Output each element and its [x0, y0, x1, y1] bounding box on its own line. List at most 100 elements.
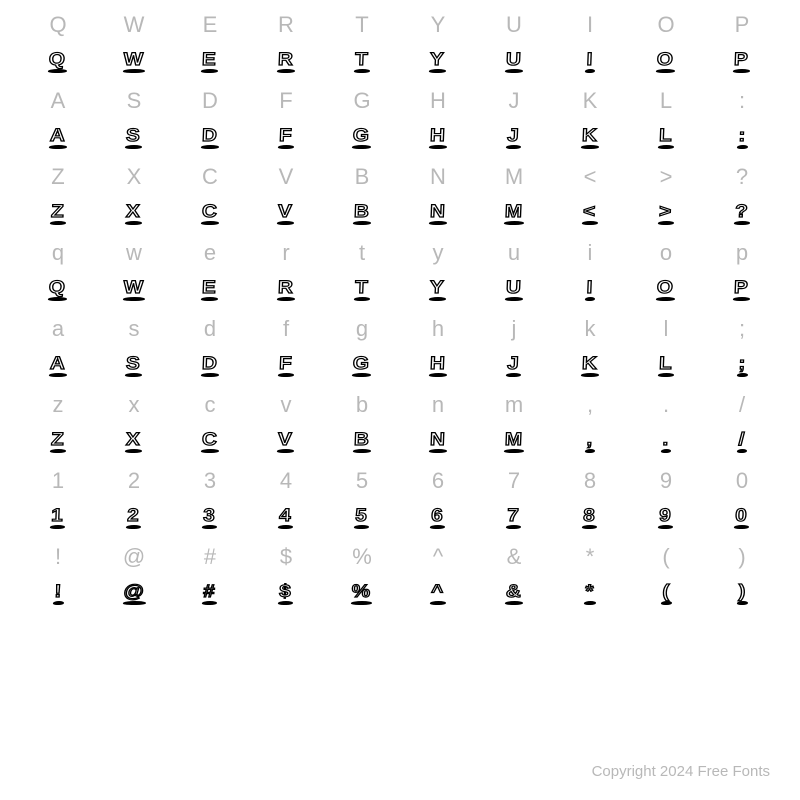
- glyph-letter: H: [430, 125, 447, 146]
- reference-character: i: [588, 238, 593, 268]
- reference-character: m: [505, 390, 523, 420]
- reference-character: l: [664, 314, 669, 344]
- char-cell: DD: [172, 86, 248, 162]
- glyph-letter: E: [202, 277, 218, 298]
- reference-character: 8: [584, 466, 596, 496]
- char-cell: MM: [476, 162, 552, 238]
- char-cell: 99: [628, 466, 704, 542]
- reference-character: I: [587, 10, 593, 40]
- glyph-sample: >: [660, 192, 672, 230]
- glyph-sample: R: [279, 268, 293, 306]
- glyph-sample: B: [355, 192, 369, 230]
- char-cell: kK: [552, 314, 628, 390]
- char-cell: XX: [96, 162, 172, 238]
- char-cell: sS: [96, 314, 172, 390]
- glyph-sample: M: [506, 420, 522, 458]
- reference-character: G: [353, 86, 370, 116]
- glyph-letter: P: [734, 277, 750, 298]
- glyph-letter: J: [507, 125, 521, 146]
- glyph-letter: %: [352, 581, 372, 602]
- reference-character: 2: [128, 466, 140, 496]
- reference-character: C: [202, 162, 218, 192]
- glyph-letter: D: [202, 353, 219, 374]
- glyph-sample: Q: [50, 268, 65, 306]
- glyph-letter: .: [662, 429, 670, 450]
- glyph-sample: G: [354, 116, 369, 154]
- glyph-sample: X: [127, 420, 140, 458]
- glyph-letter: A: [50, 353, 67, 374]
- glyph-sample: ?: [736, 192, 748, 230]
- glyph-letter: 6: [431, 505, 445, 526]
- reference-character: p: [736, 238, 748, 268]
- reference-character: >: [660, 162, 673, 192]
- glyph-letter: 8: [583, 505, 597, 526]
- reference-character: (: [662, 542, 669, 572]
- reference-character: H: [430, 86, 446, 116]
- glyph-letter: S: [126, 125, 142, 146]
- reference-character: h: [432, 314, 444, 344]
- glyph-sample: 1: [52, 496, 63, 534]
- reference-character: 4: [280, 466, 292, 496]
- glyph-letter: G: [353, 353, 371, 374]
- glyph-letter: X: [126, 201, 142, 222]
- reference-character: B: [355, 162, 370, 192]
- reference-character: 5: [356, 466, 368, 496]
- glyph-sample: 0: [736, 496, 747, 534]
- char-cell: WW: [96, 10, 172, 86]
- char-cell: CC: [172, 162, 248, 238]
- glyph-sample: G: [354, 344, 369, 382]
- glyph-sample: 5: [356, 496, 367, 534]
- char-cell: wW: [96, 238, 172, 314]
- reference-character: ^: [433, 542, 443, 572]
- glyph-sample: W: [125, 40, 143, 78]
- glyph-letter: $: [279, 581, 293, 602]
- glyph-letter: X: [126, 429, 142, 450]
- glyph-letter: K: [582, 353, 599, 374]
- reference-character: *: [586, 542, 595, 572]
- reference-character: E: [203, 10, 218, 40]
- glyph-sample: /: [739, 420, 745, 458]
- glyph-letter: ;: [738, 353, 747, 374]
- glyph-letter: @: [123, 581, 145, 602]
- glyph-sample: F: [280, 344, 292, 382]
- glyph-sample: E: [203, 40, 216, 78]
- char-cell: VV: [248, 162, 324, 238]
- glyph-letter: B: [354, 429, 371, 450]
- glyph-letter: 1: [51, 505, 65, 526]
- glyph-letter: V: [278, 201, 294, 222]
- reference-character: V: [279, 162, 294, 192]
- glyph-sample: N: [431, 420, 445, 458]
- glyph-sample: 4: [280, 496, 291, 534]
- glyph-sample: Y: [431, 268, 444, 306]
- char-cell: ##: [172, 542, 248, 618]
- char-cell: 22: [96, 466, 172, 542]
- reference-character: n: [432, 390, 444, 420]
- glyph-sample: S: [127, 116, 140, 154]
- char-cell: iI: [552, 238, 628, 314]
- glyph-letter: &: [506, 581, 523, 602]
- char-cell: aA: [20, 314, 96, 390]
- glyph-letter: (: [662, 581, 671, 602]
- reference-character: x: [129, 390, 140, 420]
- glyph-sample: I: [587, 268, 593, 306]
- char-cell: zZ: [20, 390, 96, 466]
- glyph-letter: G: [353, 125, 371, 146]
- reference-character: X: [127, 162, 142, 192]
- glyph-sample: ): [739, 572, 746, 610]
- glyph-sample: A: [51, 344, 65, 382]
- char-cell: II: [552, 10, 628, 86]
- glyph-sample: Q: [50, 40, 65, 78]
- reference-character: Z: [51, 162, 64, 192]
- glyph-sample: 2: [128, 496, 139, 534]
- glyph-sample: U: [507, 268, 521, 306]
- glyph-letter: 9: [659, 505, 673, 526]
- reference-character: <: [584, 162, 597, 192]
- char-cell: //: [704, 390, 780, 466]
- glyph-sample: D: [203, 344, 217, 382]
- glyph-letter: A: [50, 125, 67, 146]
- char-cell: BB: [324, 162, 400, 238]
- glyph-sample: N: [431, 192, 445, 230]
- glyph-sample: J: [508, 116, 519, 154]
- reference-character: W: [124, 10, 145, 40]
- glyph-letter: Z: [51, 201, 66, 222]
